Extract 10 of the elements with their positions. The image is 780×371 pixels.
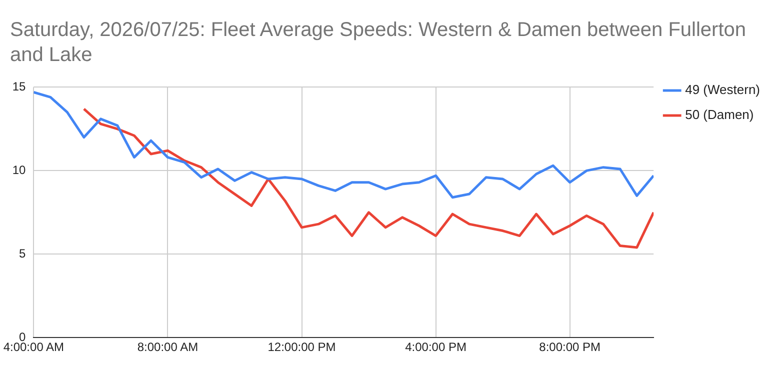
x-tick-label: 12:00:00 PM [268, 340, 336, 354]
y-tick-label: 5 [19, 246, 26, 260]
x-tick-label: 4:00:00 PM [405, 340, 466, 354]
y-tick-label: 15 [12, 80, 26, 94]
x-tick-label: 8:00:00 AM [137, 340, 198, 354]
y-tick-label: 10 [12, 162, 26, 177]
legend-label: 50 (Damen) [685, 107, 754, 122]
chart-title: Saturday, 2026/07/25: Fleet Average Speeds: Western & Damen between Fullerton and Lake [10, 18, 748, 68]
x-tick-label: 8:00:00 PM [539, 340, 601, 354]
legend-label: 49 (Western) [685, 82, 760, 98]
